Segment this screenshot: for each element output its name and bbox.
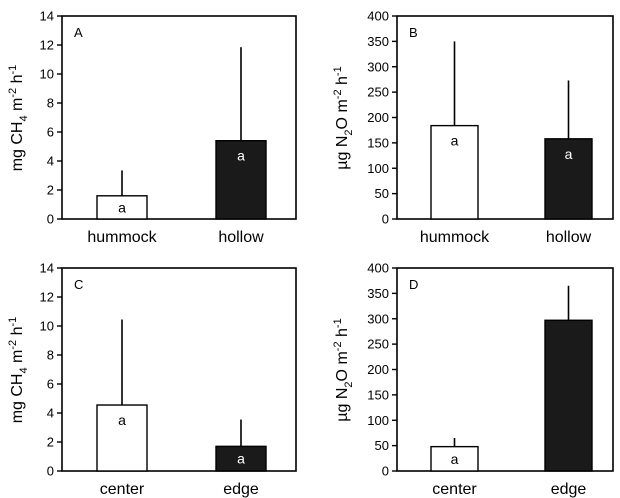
y-tick-label: 12	[40, 290, 54, 305]
y-tick-label: 2	[47, 435, 54, 450]
y-tick-label: 12	[40, 38, 54, 53]
y-axis-label-part: -2	[7, 340, 19, 350]
y-axis-label-part: mg CH	[9, 374, 26, 424]
y-tick-label: 300	[367, 311, 389, 326]
y-axis-label-part: µg N	[334, 136, 351, 170]
panel-label: A	[74, 25, 83, 40]
y-tick-label: 350	[367, 286, 389, 301]
bar-label: a	[118, 199, 126, 215]
y-tick-label: 200	[367, 110, 389, 125]
y-tick-label: 0	[47, 464, 54, 479]
y-axis-label: µg N2O m-2 h-1	[332, 318, 355, 421]
y-tick-label: 400	[367, 9, 389, 24]
y-axis-label-part: mg CH	[9, 122, 26, 172]
bar-label: a	[237, 148, 245, 164]
y-tick-label: 50	[375, 438, 389, 453]
y-axis-label-part: -2	[7, 88, 19, 98]
y-axis-label-part: m	[9, 350, 26, 368]
y-axis-label-part: m	[9, 98, 26, 116]
y-tick-label: 8	[47, 96, 54, 111]
y-axis-label-part: µg N	[334, 388, 351, 422]
y-tick-label: 200	[367, 362, 389, 377]
y-tick-label: 0	[382, 212, 389, 227]
y-tick-label: 4	[47, 406, 54, 421]
bar-edge	[544, 319, 593, 472]
bar-label: a	[237, 451, 245, 467]
y-axis-label-part: 4	[18, 367, 30, 373]
bar-hollow	[215, 139, 267, 220]
y-tick-label: 8	[47, 348, 54, 363]
y-axis-label-part: h	[334, 76, 351, 89]
y-axis-label: µg N2O m-2 h-1	[332, 66, 355, 169]
panel-b: 0 50 100 150 200 250 300 350 400 a hummock a hollow B…	[332, 9, 614, 246]
y-axis-label-part: O m	[334, 99, 351, 129]
category-label: center	[432, 481, 477, 498]
panel-label: B	[409, 25, 418, 40]
bar-label: a	[451, 133, 459, 149]
y-tick-label: 6	[47, 125, 54, 140]
y-axis-label: mg CH4 m-2 h-1	[7, 65, 30, 172]
bar-label: a	[118, 412, 126, 428]
category-label: hummock	[87, 229, 157, 246]
bar-edge	[215, 445, 267, 472]
y-axis-label-part: -2	[332, 89, 344, 99]
category-label: edge	[223, 481, 259, 498]
bar-hollow	[544, 138, 593, 220]
y-tick-label: 0	[382, 464, 389, 479]
y-tick-label: 14	[40, 9, 54, 24]
y-axis-label-part: 2	[343, 381, 355, 387]
y-tick-label: 4	[47, 154, 54, 169]
y-tick-label: 250	[367, 337, 389, 352]
y-tick-label: 100	[367, 161, 389, 176]
y-tick-label: 10	[40, 67, 54, 82]
category-label: edge	[551, 481, 587, 498]
bar-label: a	[565, 146, 573, 162]
y-axis-label-part: -1	[332, 318, 344, 328]
y-axis-label-part: h	[334, 328, 351, 341]
y-tick-label: 300	[367, 59, 389, 74]
bar-hummock	[96, 195, 148, 220]
y-axis-label-part: -2	[332, 341, 344, 351]
category-label: center	[100, 481, 145, 498]
category-label: hummock	[420, 229, 490, 246]
category-label: hollow	[218, 229, 264, 246]
plot-frame	[61, 267, 297, 472]
bar-center	[430, 445, 479, 472]
y-axis-label-part: 4	[18, 115, 30, 121]
y-tick-label: 350	[367, 34, 389, 49]
bar-hummock	[430, 124, 479, 220]
panel-d: 0 50 100 150 200 250 300 350 400 a center edge Dµg N…	[332, 261, 614, 498]
bar-label: a	[451, 451, 459, 467]
y-tick-label: 2	[47, 183, 54, 198]
y-tick-label: 250	[367, 85, 389, 100]
y-axis-label-part: h	[9, 326, 26, 339]
y-axis-label-part: -1	[7, 65, 19, 75]
bar-center	[96, 404, 148, 472]
panel-label: C	[74, 277, 83, 292]
y-tick-label: 150	[367, 387, 389, 402]
y-axis-label-part: -1	[7, 317, 19, 327]
y-tick-label: 50	[375, 186, 389, 201]
y-axis-label-part: h	[9, 74, 26, 87]
y-tick-label: 0	[47, 212, 54, 227]
y-tick-label: 150	[367, 135, 389, 150]
y-tick-label: 400	[367, 261, 389, 276]
y-tick-label: 100	[367, 413, 389, 428]
y-axis-label-part: O m	[334, 351, 351, 381]
y-axis-label-part: 2	[343, 129, 355, 135]
category-label: hollow	[546, 229, 592, 246]
panel-label: D	[409, 277, 418, 292]
y-tick-label: 10	[40, 319, 54, 334]
plot-frame	[61, 15, 297, 220]
y-axis-label: mg CH4 m-2 h-1	[7, 317, 30, 424]
y-tick-label: 14	[40, 261, 54, 276]
y-tick-label: 6	[47, 377, 54, 392]
y-axis-label-part: -1	[332, 66, 344, 76]
